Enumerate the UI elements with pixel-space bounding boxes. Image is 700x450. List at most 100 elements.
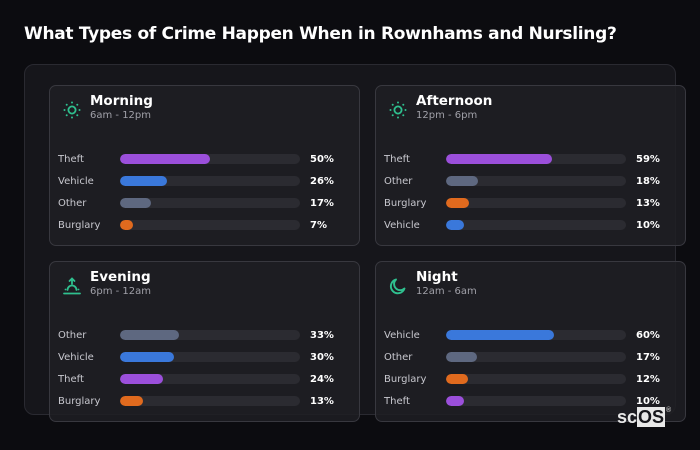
bar-row: Theft 59% (384, 148, 674, 170)
bar-label: Other (384, 351, 413, 363)
card-title: Night (416, 269, 458, 285)
bar-label: Burglary (384, 373, 427, 385)
bar-fill (446, 176, 479, 186)
bar-value: 50% (310, 153, 334, 165)
bar-row: Burglary 13% (58, 390, 348, 412)
bar-track (120, 176, 300, 186)
bar-label: Vehicle (384, 219, 420, 231)
bar-row: Vehicle 10% (384, 214, 674, 236)
bar-value: 30% (310, 351, 334, 363)
bar-fill (120, 220, 133, 230)
bar-track (446, 352, 626, 362)
bar-track (446, 176, 626, 186)
bar-row: Theft 50% (58, 148, 348, 170)
card-title: Evening (90, 269, 151, 285)
bar-fill (120, 396, 144, 406)
card-subtitle: 12am - 6am (416, 286, 477, 297)
bar-label: Burglary (58, 219, 101, 231)
bar-fill (446, 374, 468, 384)
bar-fill (446, 330, 554, 340)
bar-fill (120, 154, 210, 164)
bar-track (120, 330, 300, 340)
bar-label: Theft (58, 153, 84, 165)
bar-value: 13% (310, 395, 334, 407)
bar-list: Theft 59% Other 18% Burglary 13% Vehicle 10% (384, 148, 674, 236)
bar-value: 24% (310, 373, 334, 385)
card-subtitle: 6am - 12pm (90, 110, 152, 121)
bar-fill (446, 352, 477, 362)
bar-label: Theft (384, 395, 410, 407)
scos-logo: sc OS ® (617, 407, 672, 427)
card-afternoon: Afternoon 12pm - 6pm Theft 59% Other 18% Bur… (375, 85, 686, 246)
bar-row: Other 18% (384, 170, 674, 192)
bar-track (120, 352, 300, 362)
bar-row: Vehicle 30% (58, 346, 348, 368)
bar-row: Burglary 12% (384, 368, 674, 390)
bar-fill (446, 198, 470, 208)
bar-value: 17% (636, 351, 660, 363)
bar-value: 59% (636, 153, 660, 165)
bar-list: Other 33% Vehicle 30% Theft 24% Burglary 13% (58, 324, 348, 412)
bar-value: 26% (310, 175, 334, 187)
bar-list: Theft 50% Vehicle 26% Other 17% Burglary 7% (58, 148, 348, 236)
bar-track (446, 198, 626, 208)
bar-track (446, 396, 626, 406)
bar-track (120, 154, 300, 164)
bar-value: 12% (636, 373, 660, 385)
bar-label: Burglary (384, 197, 427, 209)
bar-row: Other 17% (58, 192, 348, 214)
bar-value: 33% (310, 329, 334, 341)
bar-label: Burglary (58, 395, 101, 407)
bar-value: 13% (636, 197, 660, 209)
bar-value: 7% (310, 219, 327, 231)
card-subtitle: 6pm - 12am (90, 286, 152, 297)
bar-value: 18% (636, 175, 660, 187)
card-evening: Evening 6pm - 12am Other 33% Vehicle 30% The… (49, 261, 360, 422)
bar-label: Theft (58, 373, 84, 385)
bar-row: Burglary 7% (58, 214, 348, 236)
bar-label: Theft (384, 153, 410, 165)
bar-value: 60% (636, 329, 660, 341)
bar-label: Vehicle (384, 329, 420, 341)
bar-track (446, 374, 626, 384)
bar-fill (120, 330, 180, 340)
bar-row: Vehicle 60% (384, 324, 674, 346)
moon-icon (389, 278, 406, 294)
sun-icon (389, 101, 407, 118)
page-title: What Types of Crime Happen When in Rownh… (24, 24, 617, 44)
bar-label: Other (58, 197, 87, 209)
bar-label: Vehicle (58, 351, 94, 363)
bar-row: Theft 10% (384, 390, 674, 412)
bar-fill (120, 176, 167, 186)
bar-fill (120, 198, 151, 208)
bar-track (446, 220, 626, 230)
bar-row: Vehicle 26% (58, 170, 348, 192)
bar-value: 10% (636, 219, 660, 231)
bar-track (120, 374, 300, 384)
bar-fill (446, 154, 553, 164)
bar-fill (120, 374, 164, 384)
sunset-icon (63, 276, 81, 294)
card-subtitle: 12pm - 6pm (416, 110, 478, 121)
bar-track (120, 396, 300, 406)
bar-fill (120, 352, 174, 362)
bar-row: Other 33% (58, 324, 348, 346)
card-night: Night 12am - 6am Vehicle 60% Other 17% Burgl… (375, 261, 686, 422)
bar-row: Other 17% (384, 346, 674, 368)
bar-row: Theft 24% (58, 368, 348, 390)
bar-track (120, 198, 300, 208)
bar-value: 17% (310, 197, 334, 209)
bar-label: Other (58, 329, 87, 341)
bar-fill (446, 396, 464, 406)
bar-fill (446, 220, 464, 230)
sun-icon (63, 101, 81, 118)
bar-value: 10% (636, 395, 660, 407)
bar-track (446, 154, 626, 164)
bar-row: Burglary 13% (384, 192, 674, 214)
bar-label: Other (384, 175, 413, 187)
bar-label: Vehicle (58, 175, 94, 187)
bar-track (120, 220, 300, 230)
card-title: Morning (90, 93, 153, 109)
bar-track (446, 330, 626, 340)
